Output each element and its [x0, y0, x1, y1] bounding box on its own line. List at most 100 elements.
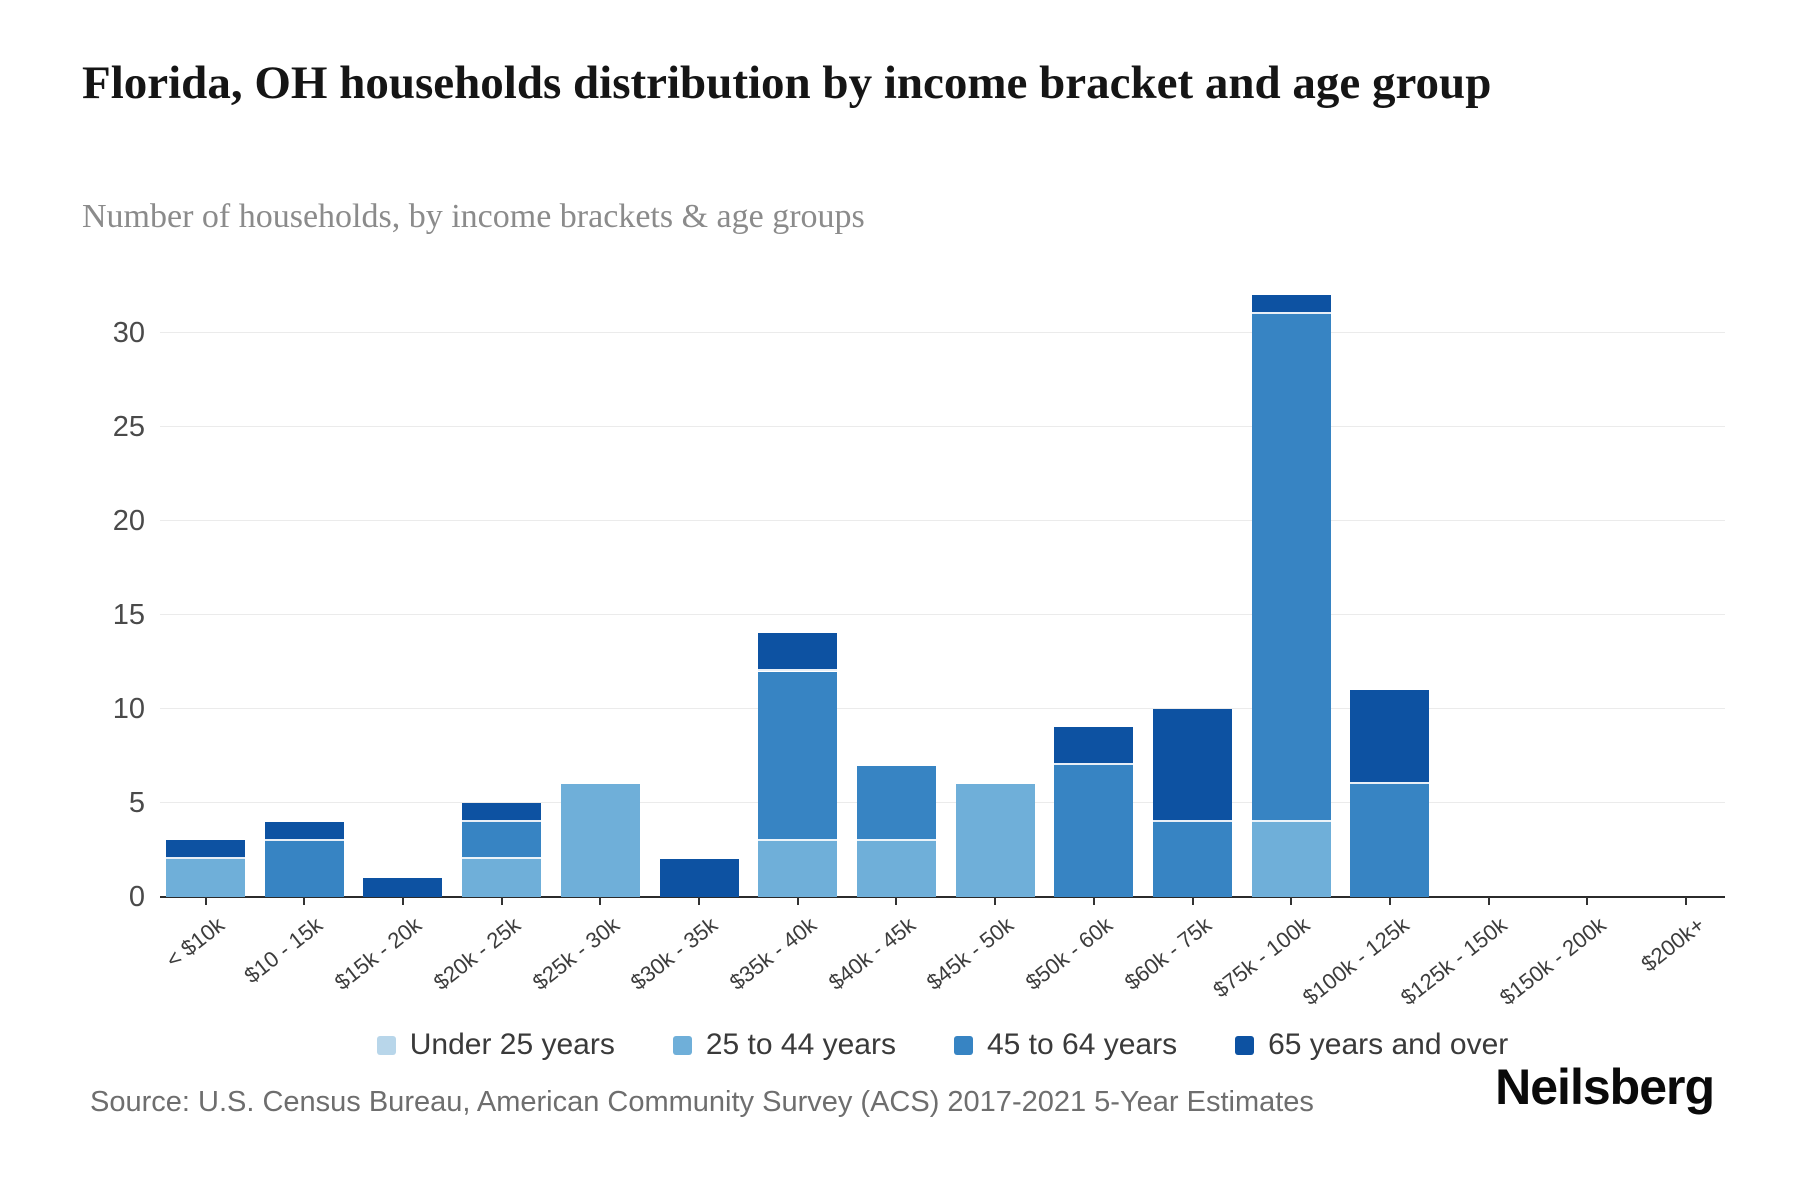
- bar-$40k - 45k[interactable]: [856, 280, 936, 897]
- x-tick-label-$15k - 20k: $15k - 20k: [329, 912, 427, 995]
- x-tick-mark: [303, 897, 306, 905]
- x-tick-label-$100k - 125k: $100k - 125k: [1297, 912, 1414, 1011]
- x-tick-mark: [698, 897, 700, 905]
- chart-title: Florida, OH households distribution by i…: [82, 57, 1492, 109]
- x-tick-label-$10 - 15k: $10 - 15k: [239, 912, 328, 989]
- y-tick-label-20: 20: [112, 504, 145, 537]
- bar-segment-65-years-and-over[interactable]: [462, 803, 542, 822]
- bar-$35k - 40k[interactable]: [758, 280, 838, 897]
- x-tick-label-$25k - 30k: $25k - 30k: [527, 912, 624, 995]
- x-tick-mark: [1290, 897, 1293, 905]
- x-tick-mark: [1092, 897, 1095, 905]
- bar-segment-65-years-and-over[interactable]: [166, 840, 245, 859]
- source-note: Source: U.S. Census Bureau, American Com…: [90, 1086, 1314, 1118]
- bar-$75k - 100k[interactable]: [1251, 280, 1331, 897]
- bar-$10 - 15k[interactable]: [264, 280, 344, 897]
- x-tick-mark: [796, 897, 799, 905]
- y-tick-label-5: 5: [128, 786, 145, 819]
- bar-segment-45-to-64-years[interactable]: [1251, 314, 1331, 822]
- x-tick-label-$30k - 35k: $30k - 35k: [626, 912, 723, 995]
- bar-$60k - 75k[interactable]: [1153, 280, 1232, 897]
- y-tick-label-30: 30: [112, 316, 145, 349]
- y-tick-label-0: 0: [128, 881, 145, 913]
- legend-label: 65 years and over: [1268, 1028, 1509, 1061]
- bar-< $10k[interactable]: [166, 280, 245, 897]
- bar-segment-45-to-64-years[interactable]: [1153, 822, 1232, 897]
- bar-segment-45-to-64-years[interactable]: [856, 766, 936, 841]
- bar-segment-45-to-64-years[interactable]: [758, 672, 838, 841]
- x-tick-mark: [994, 897, 997, 905]
- bar-segment-65-years-and-over[interactable]: [1251, 295, 1331, 314]
- gridline-5: [160, 801, 1725, 803]
- bar-$15k - 20k[interactable]: [363, 280, 443, 897]
- x-tick-label-$60k - 75k: $60k - 75k: [1119, 912, 1216, 995]
- gridline-10: [160, 707, 1725, 709]
- bar-segment-65-years-and-over[interactable]: [1054, 727, 1134, 765]
- bar-segment-45-to-64-years[interactable]: [1054, 765, 1134, 897]
- bar-segment-65-years-and-over[interactable]: [264, 822, 344, 841]
- legend-item-25-to-44-years[interactable]: 25 to 44 years: [672, 1028, 896, 1062]
- gridline-20: [160, 519, 1725, 521]
- bar-$30k - 35k[interactable]: [659, 280, 739, 897]
- bar-segment-65-years-and-over[interactable]: [1153, 709, 1232, 822]
- x-tick-label-< $10k: < $10k: [160, 912, 229, 973]
- bar-segment-65-years-and-over[interactable]: [659, 859, 739, 897]
- x-tick-label-$45k - 50k: $45k - 50k: [922, 912, 1019, 995]
- x-tick-label-$35k - 40k: $35k - 40k: [724, 912, 822, 995]
- bar-segment-25-to-44-years[interactable]: [560, 784, 640, 897]
- bar-segment-65-years-and-over[interactable]: [1350, 690, 1430, 784]
- x-axis-line: [160, 896, 1725, 898]
- x-tick-label-$150k - 200k: $150k - 200k: [1495, 912, 1611, 1011]
- x-tick-mark: [1388, 897, 1391, 905]
- legend-label: 25 to 44 years: [705, 1028, 896, 1061]
- x-tick-mark: [1487, 897, 1490, 905]
- bar-$25k - 30k[interactable]: [560, 280, 640, 897]
- x-tick-label-$20k - 25k: $20k - 25k: [428, 912, 526, 995]
- brand-logo: Neilsberg: [1495, 1059, 1715, 1115]
- bar-$45k - 50k[interactable]: [955, 280, 1035, 897]
- legend: Under 25 years 25 to 44 years 45 to 64 yea…: [160, 1028, 1725, 1062]
- bar-segment-25-to-44-years[interactable]: [462, 859, 542, 897]
- plot-area: 0 5 10 15 20 25 30 < $10k $10 - 15k $15k - 20k $20…: [113, 280, 1726, 1010]
- bar-segment-45-to-64-years[interactable]: [1350, 784, 1430, 897]
- legend-item-under-25-years[interactable]: Under 25 years: [376, 1028, 615, 1062]
- bar-segment-45-to-64-years[interactable]: [462, 821, 542, 859]
- x-tick-mark: [1685, 897, 1687, 905]
- bar-$50k - 60k[interactable]: [1054, 280, 1134, 897]
- legend-swatch-icon: [672, 1035, 692, 1055]
- legend-item-45-to-64-years[interactable]: 45 to 64 years: [953, 1028, 1178, 1062]
- bar-$125k - 150k[interactable]: [1449, 280, 1528, 897]
- chart-subtitle: Number of households, by income brackets…: [82, 198, 865, 235]
- bar-$200k+[interactable]: [1647, 280, 1726, 897]
- x-tick-label-$125k - 150k: $125k - 150k: [1396, 912, 1513, 1011]
- x-tick-mark: [599, 897, 602, 905]
- x-tick-label-$40k - 45k: $40k - 45k: [823, 912, 920, 995]
- x-tick-label-$200k+: $200k+: [1636, 912, 1710, 977]
- bar-$150k - 200k[interactable]: [1548, 280, 1627, 897]
- bar-$100k - 125k[interactable]: [1350, 280, 1430, 897]
- bar-segment-65-years-and-over[interactable]: [363, 878, 443, 897]
- gridline-25: [160, 425, 1725, 427]
- x-tick-mark: [500, 897, 503, 905]
- gridline-30: [160, 331, 1725, 333]
- legend-label: 45 to 64 years: [986, 1028, 1178, 1061]
- legend-swatch-icon: [953, 1035, 973, 1055]
- bar-segment-25-to-44-years[interactable]: [758, 841, 838, 897]
- gridline-15: [160, 613, 1725, 615]
- y-tick-label-10: 10: [112, 692, 145, 725]
- x-tick-mark: [895, 897, 898, 905]
- bar-segment-25-to-44-years[interactable]: [955, 784, 1035, 897]
- bar-segment-65-years-and-over[interactable]: [758, 633, 838, 671]
- bar-segment-25-to-44-years[interactable]: [1251, 822, 1331, 897]
- legend-item-65-years-and-over[interactable]: 65 years and over: [1235, 1028, 1508, 1062]
- y-tick-label-15: 15: [112, 598, 145, 631]
- bar-segment-25-to-44-years[interactable]: [856, 841, 936, 897]
- bar-segment-45-to-64-years[interactable]: [264, 841, 344, 897]
- y-tick-label-25: 25: [112, 410, 145, 443]
- x-tick-mark: [1191, 897, 1194, 905]
- bar-segment-25-to-44-years[interactable]: [166, 859, 245, 897]
- legend-swatch-icon: [376, 1035, 396, 1055]
- x-tick-mark: [1586, 897, 1589, 905]
- legend-swatch-icon: [1235, 1035, 1255, 1055]
- bar-$20k - 25k[interactable]: [462, 280, 542, 897]
